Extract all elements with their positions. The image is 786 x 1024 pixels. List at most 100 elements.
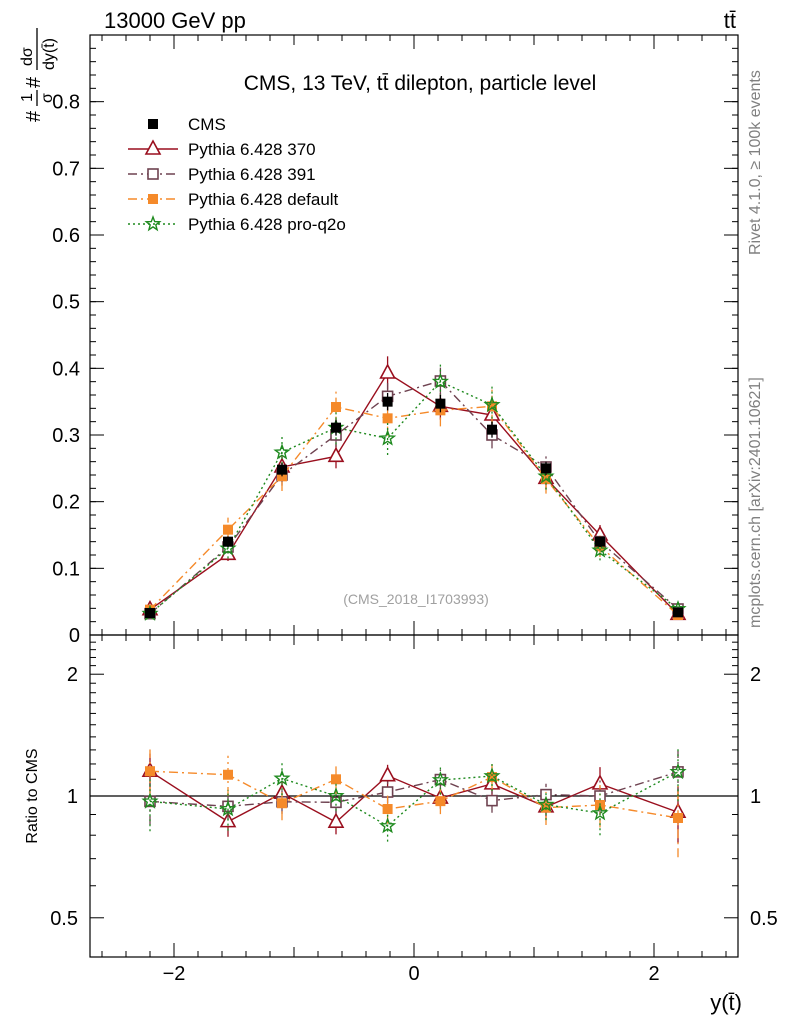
legend-label: Pythia 6.428 391 <box>188 165 316 184</box>
x-tick-label: 0 <box>408 963 419 985</box>
svg-text:dσ: dσ <box>19 47 36 66</box>
analysis-watermark: (CMS_2018_I1703993) <box>343 591 489 607</box>
series-4-ratio-point <box>537 795 555 812</box>
series-1-ratio-line <box>149 770 679 823</box>
ratio-series-group <box>141 746 687 858</box>
series-1-ratio-point <box>379 765 396 782</box>
series-4-point <box>591 541 609 558</box>
svg-text:1: 1 <box>19 93 36 102</box>
y-tick-label: 0.1 <box>52 558 80 580</box>
x-axis-label: y(t̄) <box>710 990 742 1015</box>
ratio-tick-label-right: 1 <box>750 786 761 808</box>
series-4-point <box>219 539 237 556</box>
legend-label: Pythia 6.428 pro-q2o <box>188 215 346 234</box>
svg-text:dy(t̄): dy(t̄) <box>41 38 58 70</box>
series-2-ratio-point <box>330 796 342 809</box>
series-3-point <box>331 402 341 412</box>
y-tick-label: 0 <box>69 625 80 647</box>
ratio-tick-label-right: 0.5 <box>750 908 778 930</box>
cms-data-point <box>541 463 551 474</box>
ratio-tick-label-right: 2 <box>750 664 761 686</box>
cms-data-point <box>382 396 393 407</box>
y-tick-label: 0.7 <box>52 158 80 180</box>
series-3-ratio-line <box>149 770 679 819</box>
rivet-version-label: Rivet 4.1.0, ≥ 100k events <box>747 70 764 255</box>
main-series-group <box>141 356 687 621</box>
y-tick-label: 0.4 <box>52 358 80 380</box>
series-3-ratio-point <box>145 766 155 777</box>
svg-text:#: # <box>23 76 45 88</box>
series-3-ratio-point <box>382 804 393 815</box>
legend-label: Pythia 6.428 370 <box>188 140 316 159</box>
y-tick-label: 0.5 <box>52 292 80 314</box>
series-4-ratio-point <box>669 762 687 780</box>
x-tick-label: −2 <box>163 963 186 985</box>
series-4-point <box>483 395 501 413</box>
legend-marker <box>144 214 162 232</box>
series-4-ratio-point <box>591 804 609 821</box>
y-tick-label: 0.6 <box>52 225 80 247</box>
legend-label: Pythia 6.428 default <box>188 190 339 209</box>
cms-data-point <box>673 607 683 618</box>
chart-title: CMS, 13 TeV, tt̄ dilepton, particle leve… <box>244 72 597 95</box>
series-4-ratio-point <box>483 767 501 784</box>
series-4-ratio-point <box>327 786 345 804</box>
beam-label: 13000 GeV pp <box>104 8 246 33</box>
series-4-point <box>537 467 555 484</box>
legend-marker <box>148 194 158 204</box>
y-tick-label: 0.3 <box>52 425 80 447</box>
ratio-tick-labels: 0.5 0.5 1 1 2 2 <box>50 664 778 930</box>
series-4-point <box>273 443 291 460</box>
series-3-ratio-point <box>673 812 683 823</box>
x-tick-label: 2 <box>648 963 659 985</box>
series-1-ratio-point <box>327 812 345 828</box>
ratio-tick-label-left: 0.5 <box>50 908 78 930</box>
series-4-line <box>149 380 679 615</box>
series-3-ratio-point <box>277 798 287 809</box>
cms-data-point <box>435 398 446 409</box>
series-4-ratio-point <box>378 816 397 834</box>
series-1-line <box>149 372 679 615</box>
y-tick-label: 0.8 <box>52 92 80 114</box>
ratio-tick-label-left: 1 <box>67 786 78 808</box>
series-3-ratio-point <box>487 772 497 783</box>
legend-marker <box>148 119 158 129</box>
series-3-point <box>382 413 393 424</box>
series-4-ratio-point <box>431 770 450 788</box>
cms-data-point <box>277 464 287 475</box>
y-tick-labels: 0 0.1 0.2 0.3 0.4 0.5 0.6 0.7 0.8 <box>52 92 80 647</box>
cms-data-point <box>223 536 233 547</box>
series-3-ratio-point <box>331 774 341 785</box>
legend-marker <box>147 168 159 180</box>
series-3-line <box>149 405 679 616</box>
series-2-ratio-line <box>149 771 679 808</box>
series-3-ratio-point <box>223 769 233 780</box>
cms-data-point <box>595 536 605 547</box>
svg-text:#: # <box>23 110 45 122</box>
series-2-line <box>149 380 679 615</box>
legend-marker <box>144 139 162 155</box>
cms-data-point <box>487 424 497 435</box>
axis-ticks <box>90 35 738 957</box>
series-4-ratio-point <box>273 769 291 786</box>
series-4-ratio-point <box>219 799 237 817</box>
series-4-ratio-point <box>141 792 159 809</box>
series-2-ratio-point <box>486 794 498 807</box>
series-2-ratio-point <box>381 786 394 798</box>
mcplots-label: mcplots.cern.ch [arXiv:2401.10621] <box>747 377 764 628</box>
series-3-point <box>223 524 233 535</box>
cms-data-point <box>145 608 155 618</box>
y-tick-label: 0.2 <box>52 492 80 514</box>
y-axis-label: # 1 σ # dσ dy(t̄) <box>19 28 58 122</box>
ratio-y-axis-label: Ratio to CMS <box>24 748 41 843</box>
series-4-ratio-line <box>149 771 679 827</box>
series-3-ratio-point <box>435 796 446 807</box>
svg-text:σ: σ <box>39 93 56 103</box>
x-tick-labels: −2 0 2 <box>163 963 660 985</box>
legend-label: CMS <box>188 115 226 134</box>
series-1-point <box>327 446 345 463</box>
series-1-point <box>379 363 396 379</box>
cms-data-point <box>331 422 341 433</box>
series-4-point <box>431 372 450 389</box>
